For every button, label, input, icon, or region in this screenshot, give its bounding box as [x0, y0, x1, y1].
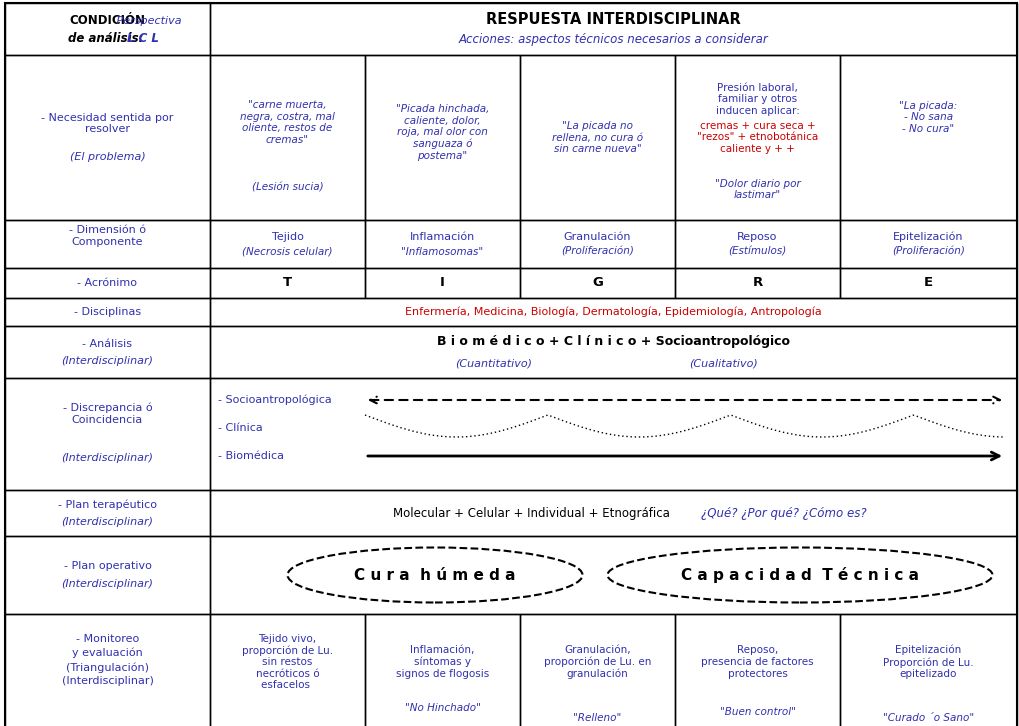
Text: Reposo: Reposo — [737, 232, 776, 242]
Text: Epitelización
Proporción de Lu.
epitelizado: Epitelización Proporción de Lu. epiteliz… — [882, 645, 973, 679]
Bar — [5, 536, 210, 614]
Bar — [365, 220, 520, 268]
Text: Enfermería, Medicina, Biología, Dermatología, Epidemiología, Antropología: Enfermería, Medicina, Biología, Dermatol… — [405, 307, 821, 317]
Text: C u r a  h ú m e d a: C u r a h ú m e d a — [354, 568, 516, 582]
Bar — [210, 490, 1016, 536]
Text: - Socioantropológica: - Socioantropológica — [218, 395, 331, 405]
Bar — [5, 490, 210, 536]
Bar — [5, 55, 210, 220]
Text: Tejido vivo,
proporción de Lu.
sin restos
necróticos ó
esfacelos: Tejido vivo, proporción de Lu. sin resto… — [242, 634, 333, 690]
Text: - Clínica: - Clínica — [218, 423, 263, 433]
Bar — [520, 220, 675, 268]
Text: R: R — [752, 277, 762, 290]
Text: "La picada no
rellena, no cura ó
sin carne nueva": "La picada no rellena, no cura ó sin car… — [551, 121, 642, 154]
Bar — [840, 268, 1016, 298]
Text: - Plan operativo: - Plan operativo — [63, 561, 151, 571]
Text: (Necrosis celular): (Necrosis celular) — [243, 247, 332, 257]
Text: (Interdisciplinar): (Interdisciplinar) — [61, 579, 153, 589]
Text: (Proliferación): (Proliferación) — [560, 247, 634, 257]
Text: Molecular + Celular + Individual + Etnográfica: Molecular + Celular + Individual + Etnog… — [392, 507, 674, 520]
Text: I: I — [439, 277, 444, 290]
Text: - Necesidad sentida por
resolver: - Necesidad sentida por resolver — [42, 113, 173, 134]
Text: Presión laboral,
familiar y otros
inducen aplicar:: Presión laboral, familiar y otros induce… — [715, 83, 799, 116]
Bar — [5, 3, 210, 55]
Text: - Biomédica: - Biomédica — [218, 451, 283, 461]
Text: "Picada hinchada,
caliente, dolor,
roja, mal olor con
sanguaza ó
postema": "Picada hinchada, caliente, dolor, roja,… — [395, 104, 489, 161]
Bar — [210, 378, 1016, 490]
Bar — [840, 220, 1016, 268]
Text: (Interdisciplinar): (Interdisciplinar) — [61, 453, 153, 463]
Bar — [520, 55, 675, 220]
Text: Acciones: aspectos técnicos necesarios a considerar: Acciones: aspectos técnicos necesarios a… — [459, 33, 767, 46]
Text: (Cualitativo): (Cualitativo) — [689, 359, 757, 369]
Text: cremas + cura seca +
"rezos" + etnobotánica
caliente y + +: cremas + cura seca + "rezos" + etnobotán… — [696, 121, 817, 154]
Text: - Análisis: - Análisis — [83, 339, 132, 349]
Text: "Curado ´o Sano": "Curado ´o Sano" — [882, 713, 973, 723]
Bar — [675, 55, 840, 220]
Bar — [365, 55, 520, 220]
Text: L C L: L C L — [126, 33, 158, 46]
Text: - Discrepancia ó
Coincidencia: - Discrepancia ó Coincidencia — [62, 403, 152, 425]
Text: (Lesión sucia): (Lesión sucia) — [252, 182, 323, 192]
Bar — [5, 268, 210, 298]
Text: (El problema): (El problema) — [69, 152, 146, 163]
Text: "Buen control": "Buen control" — [718, 707, 795, 717]
Bar — [5, 298, 210, 326]
Text: RESPUESTA INTERDISCIPLINAR: RESPUESTA INTERDISCIPLINAR — [486, 12, 740, 28]
Text: - Monitoreo
y evaluación
(Triangulación)
(Interdisciplinar): - Monitoreo y evaluación (Triangulación)… — [61, 634, 153, 686]
Text: Granulación: Granulación — [564, 232, 631, 242]
Text: - Dimensión ó
Componente: - Dimensión ó Componente — [69, 225, 146, 247]
Text: B i o m é d i c o + C l í n i c o + Socioantropológico: B i o m é d i c o + C l í n i c o + Soci… — [436, 335, 790, 348]
Text: (Proliferación): (Proliferación) — [892, 247, 964, 257]
Bar — [210, 3, 1016, 55]
Text: (Cuantitativo): (Cuantitativo) — [454, 359, 532, 369]
Text: - Plan terapéutico: - Plan terapéutico — [58, 499, 157, 510]
Text: (Estímulos): (Estímulos) — [728, 247, 786, 257]
Text: ¿Qué? ¿Por qué? ¿Cómo es?: ¿Qué? ¿Por qué? ¿Cómo es? — [700, 507, 865, 520]
Text: "Relleno": "Relleno" — [573, 713, 621, 723]
Bar — [520, 614, 675, 726]
Text: (Interdisciplinar): (Interdisciplinar) — [61, 517, 153, 527]
Bar — [840, 55, 1016, 220]
Text: Inflamación,
síntomas y
signos de flogosis: Inflamación, síntomas y signos de flogos… — [395, 645, 489, 679]
Text: T: T — [282, 277, 291, 290]
Bar — [5, 326, 210, 378]
Bar — [840, 614, 1016, 726]
Text: CONDICIÓN: CONDICIÓN — [69, 15, 146, 28]
Text: Tejido: Tejido — [271, 232, 303, 242]
Text: "No Hinchado": "No Hinchado" — [405, 703, 480, 713]
Text: Reposo,
presencia de factores
protectores: Reposo, presencia de factores protectore… — [700, 645, 813, 679]
Text: "Dolor diario por
lastimar": "Dolor diario por lastimar" — [714, 179, 800, 200]
Bar — [365, 614, 520, 726]
Text: G: G — [591, 277, 602, 290]
Bar — [675, 268, 840, 298]
Bar — [520, 268, 675, 298]
Text: de análisis:: de análisis: — [67, 33, 147, 46]
Bar — [210, 298, 1016, 326]
Text: C a p a c i d a d  T é c n i c a: C a p a c i d a d T é c n i c a — [681, 567, 918, 583]
Text: - Acrónimo: - Acrónimo — [77, 278, 138, 288]
Bar — [675, 614, 840, 726]
Bar — [5, 220, 210, 268]
Text: Epitelización: Epitelización — [893, 232, 963, 242]
Bar — [210, 536, 1016, 614]
Text: Perspectiva: Perspectiva — [113, 16, 181, 26]
Text: "La picada:
- No sana
- No cura": "La picada: - No sana - No cura" — [899, 101, 957, 134]
Text: - Disciplinas: - Disciplinas — [73, 307, 141, 317]
Bar — [210, 614, 365, 726]
Text: E: E — [923, 277, 932, 290]
Text: Granulación,
proporción de Lu. en
granulación: Granulación, proporción de Lu. en granul… — [543, 645, 650, 680]
Bar — [5, 614, 210, 726]
Text: Inflamación: Inflamación — [410, 232, 475, 242]
Bar — [365, 268, 520, 298]
Bar — [210, 55, 365, 220]
Bar — [675, 220, 840, 268]
Text: (Interdisciplinar): (Interdisciplinar) — [61, 356, 153, 366]
Bar — [210, 326, 1016, 378]
Text: "Inflamosomas": "Inflamosomas" — [401, 247, 483, 257]
Bar — [5, 378, 210, 490]
Bar — [210, 268, 365, 298]
Bar — [210, 220, 365, 268]
Text: "carne muerta,
negra, costra, mal
oliente, restos de
cremas": "carne muerta, negra, costra, mal olient… — [239, 100, 334, 145]
